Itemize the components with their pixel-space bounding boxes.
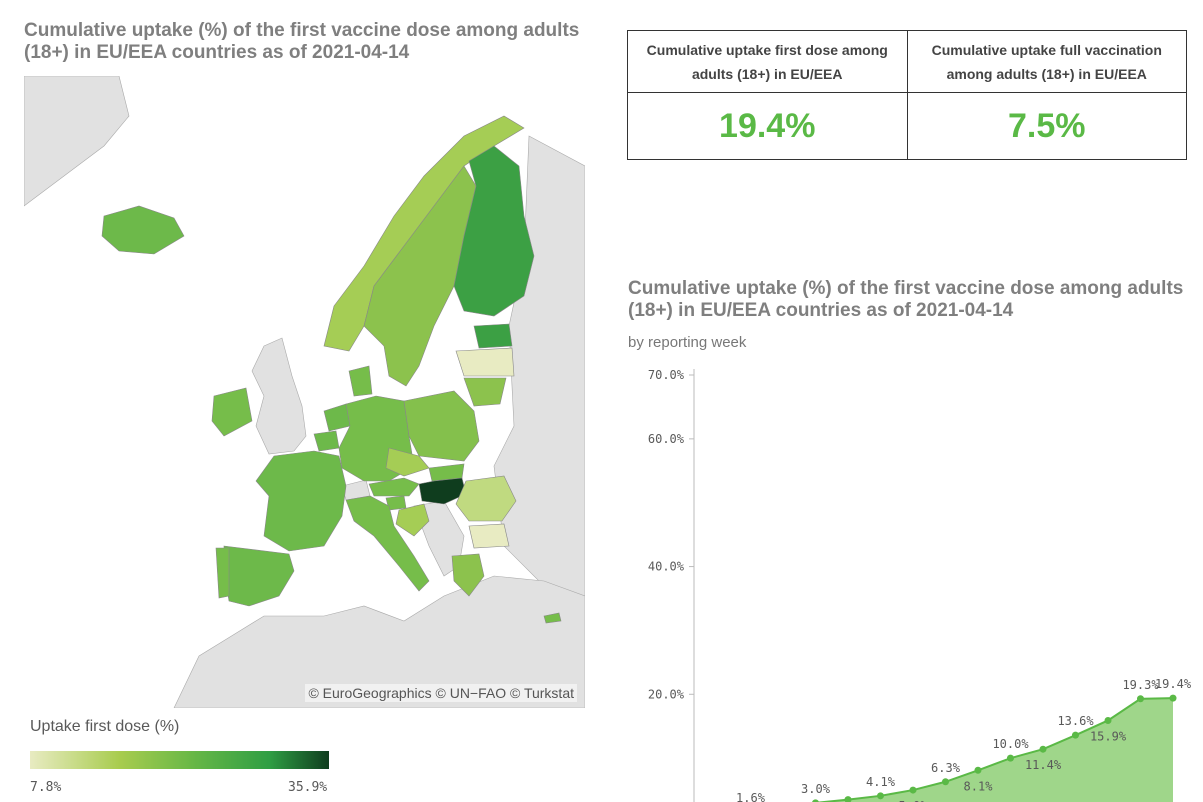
legend-title: Uptake first dose (%) bbox=[30, 718, 180, 735]
kpi-full-vaccination-value: 7.5% bbox=[1008, 106, 1086, 145]
country-latvia[interactable] bbox=[455, 347, 515, 377]
data-point bbox=[1104, 716, 1112, 724]
country-lithuania[interactable] bbox=[463, 377, 507, 407]
y-tick-label: 70.0% bbox=[648, 368, 685, 382]
data-label: 19.4% bbox=[1155, 677, 1192, 691]
data-label: 4.1% bbox=[866, 775, 896, 789]
kpi-full-vaccination-header: Cumulative uptake full vaccination among… bbox=[907, 31, 1186, 93]
country-greece[interactable] bbox=[451, 553, 485, 597]
data-label: 3.0% bbox=[801, 782, 831, 796]
country-poland[interactable] bbox=[403, 390, 480, 462]
country-czechia[interactable] bbox=[385, 447, 430, 477]
country-finland[interactable] bbox=[453, 145, 535, 317]
y-tick-label: 40.0% bbox=[648, 560, 685, 574]
data-label: 5.0% bbox=[899, 799, 929, 802]
data-label: 10.0% bbox=[992, 737, 1029, 751]
europe-map[interactable]: © EuroGeographics © UN−FAO © Turkstat bbox=[24, 76, 585, 708]
data-point bbox=[909, 786, 917, 794]
land-greenland-north-america bbox=[24, 76, 130, 207]
data-label: 13.6% bbox=[1057, 714, 1094, 728]
data-point bbox=[1169, 694, 1177, 702]
legend-color-bar bbox=[30, 751, 329, 769]
country-croatia[interactable] bbox=[395, 503, 430, 537]
data-label: 8.1% bbox=[964, 779, 994, 793]
country-netherlands[interactable] bbox=[323, 403, 351, 432]
chart-subtitle: by reporting week bbox=[628, 334, 747, 351]
map-attribution: © EuroGeographics © UN−FAO © Turkstat bbox=[305, 684, 577, 702]
country-austria[interactable] bbox=[368, 477, 420, 497]
data-point bbox=[877, 792, 884, 800]
chart-title: Cumulative uptake (%) of the first vacci… bbox=[628, 278, 1184, 321]
data-point bbox=[844, 796, 852, 802]
country-bulgaria[interactable] bbox=[468, 523, 510, 549]
country-ireland[interactable] bbox=[211, 387, 253, 437]
country-cyprus[interactable] bbox=[543, 612, 562, 624]
country-iceland[interactable] bbox=[101, 205, 185, 255]
land-north-africa-middle-east bbox=[173, 575, 585, 708]
country-spain[interactable] bbox=[223, 545, 295, 607]
data-point bbox=[974, 766, 982, 774]
map-title: Cumulative uptake (%) of the first vacci… bbox=[24, 20, 580, 63]
country-france[interactable] bbox=[255, 450, 347, 552]
country-romania[interactable] bbox=[455, 475, 517, 522]
data-label: 19.3% bbox=[1122, 678, 1159, 692]
data-label: 15.9% bbox=[1090, 729, 1127, 743]
data-point bbox=[812, 799, 819, 802]
data-point bbox=[942, 778, 949, 786]
legend-max-label: 35.9% bbox=[288, 780, 328, 795]
series-area bbox=[824, 698, 1173, 802]
kpi-table: Cumulative uptake first dose among adult… bbox=[627, 30, 1187, 160]
data-label: 6.3% bbox=[931, 761, 961, 775]
land-uk bbox=[251, 337, 307, 455]
legend-min-label: 7.8% bbox=[30, 780, 62, 795]
country-denmark[interactable] bbox=[348, 365, 373, 397]
y-tick-label: 60.0% bbox=[648, 432, 685, 446]
kpi-first-dose-value: 19.4% bbox=[719, 106, 816, 145]
y-tick-label: 20.0% bbox=[648, 687, 685, 701]
country-italy[interactable] bbox=[345, 495, 430, 592]
data-point bbox=[1039, 745, 1047, 753]
data-point bbox=[1137, 695, 1144, 703]
kpi-first-dose-header: Cumulative uptake first dose among adult… bbox=[628, 31, 907, 93]
data-label: 11.4% bbox=[1025, 758, 1062, 772]
country-belgium[interactable] bbox=[313, 430, 340, 452]
kpi-full-vaccination: Cumulative uptake full vaccination among… bbox=[906, 31, 1186, 159]
data-point bbox=[1007, 754, 1014, 762]
data-label: 1.6% bbox=[736, 791, 766, 802]
kpi-first-dose: Cumulative uptake first dose among adult… bbox=[628, 31, 907, 159]
data-point bbox=[1072, 731, 1079, 739]
country-estonia[interactable] bbox=[473, 323, 513, 349]
uptake-area-chart[interactable]: 20.0%40.0%60.0%70.0%0.9%1.6%2.3%3.0%3.5%… bbox=[628, 360, 1193, 802]
country-portugal[interactable] bbox=[215, 547, 230, 599]
